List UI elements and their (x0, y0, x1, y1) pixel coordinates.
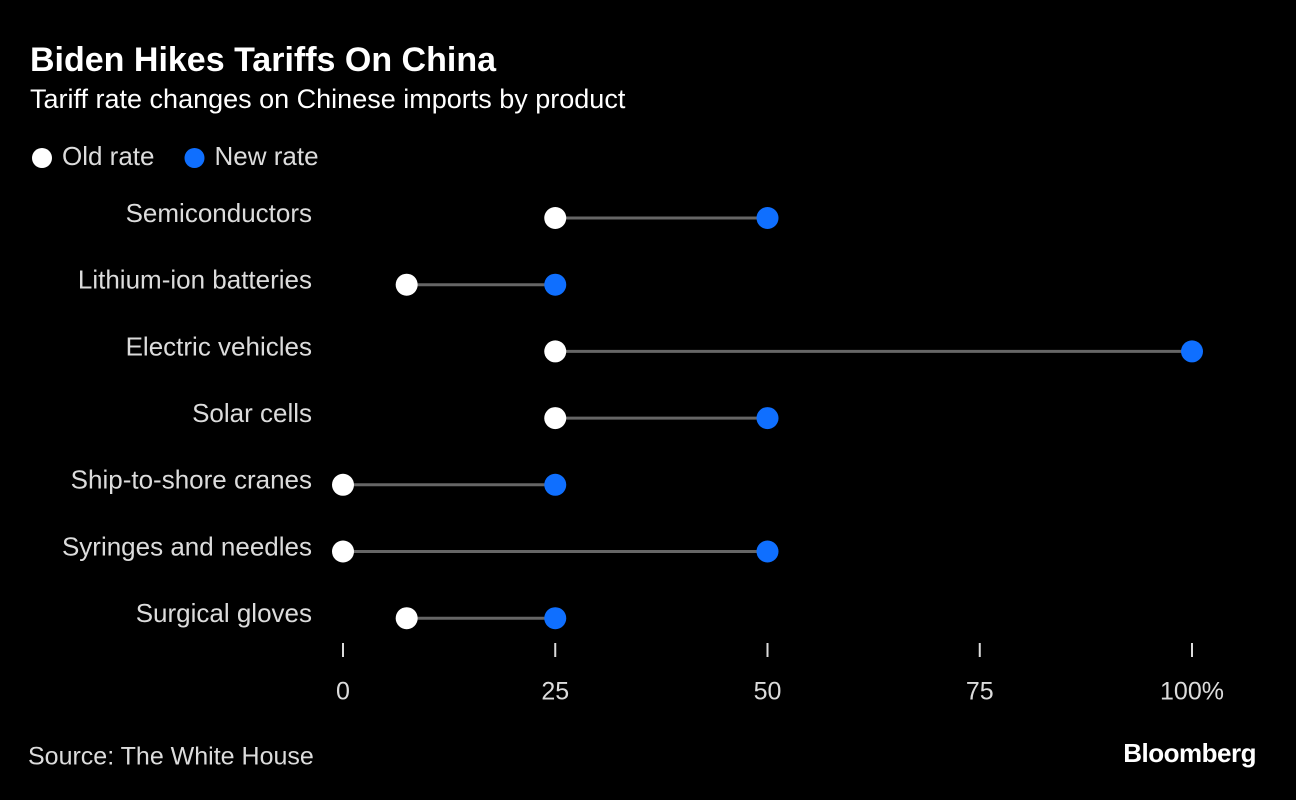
category-label: Syringes and needles (62, 531, 312, 561)
category-label: Electric vehicles (126, 331, 312, 361)
dot (544, 607, 567, 630)
legend-marker (184, 148, 205, 168)
dot (544, 407, 567, 430)
dot (544, 273, 567, 296)
category-label: Ship-to-shore cranes (71, 465, 312, 495)
x-tick-label: 50 (754, 678, 782, 706)
dot (544, 207, 567, 229)
dot (395, 273, 418, 296)
dot (544, 473, 567, 496)
chart-subtitle: Tariff rate changes on Chinese imports b… (30, 84, 626, 114)
dot (1181, 340, 1203, 363)
dot (395, 607, 418, 630)
dot (332, 540, 354, 563)
dot (756, 540, 779, 563)
chart-title: Biden Hikes Tariffs On China (30, 41, 497, 79)
dot (544, 340, 567, 363)
category-label: Semiconductors (126, 198, 312, 228)
credit: Bloomberg (1123, 738, 1256, 768)
source: Source: The White House (28, 743, 314, 771)
category-label: Solar cells (192, 398, 312, 428)
legend-marker (32, 148, 52, 168)
x-tick-label: 100% (1160, 678, 1224, 706)
category-label: Surgical gloves (136, 598, 312, 628)
x-tick-label: 75 (966, 678, 994, 706)
x-tick-label: 0 (336, 678, 350, 706)
legend-label: New rate (215, 141, 319, 171)
x-tick-label: 25 (541, 678, 569, 706)
category-label: Lithium-ion batteries (78, 265, 312, 295)
dot (756, 207, 779, 229)
dot (332, 473, 354, 496)
dot (756, 407, 779, 430)
legend-label: Old rate (62, 141, 155, 171)
